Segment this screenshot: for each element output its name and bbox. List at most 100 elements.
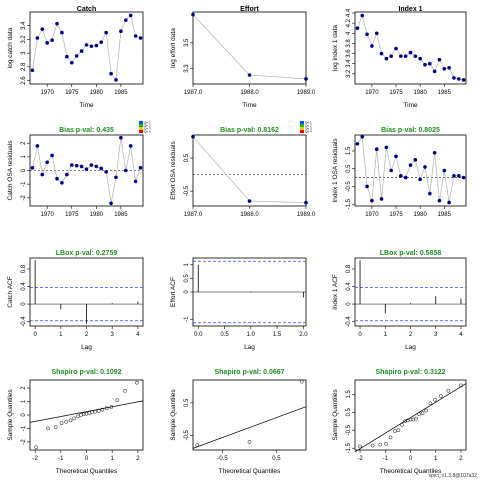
data-point [394,46,398,51]
legend-label: Qtr 3 [144,127,151,131]
y-tick-label: -1 [184,316,190,322]
y-tick-label: 4.2 [346,18,352,27]
x-tick-label: -0.5 [217,456,228,462]
y-tick-label: 0 [21,168,27,172]
y-tick-label: 0 [184,290,190,294]
y-tick-label: -1.5 [346,442,352,453]
x-tick-label: 0.0 [194,332,203,338]
data-point [379,51,384,56]
qq-point [46,426,50,431]
data-point [94,164,99,169]
y-tick-label: 4.4 [346,8,352,17]
data-point [133,179,138,184]
data-point [403,54,408,58]
x-axis-label: Lag [244,344,255,351]
data-point [84,167,89,171]
data-point [55,176,59,181]
qq-point [84,411,89,416]
y-tick-label: 0.8 [21,264,27,273]
data-point [30,68,35,73]
panel-6: Bias p-val: 0.8025 -1.5 -0.5 0.5 1.5 1970 1975… [332,127,467,218]
data-point [418,177,422,182]
panel-4: Bias p-val: 0.435 -2 -1 0 1 2 1970 1975 1980 1985… [7,127,144,218]
panel-1: Catch 2.6 2.8 3 3.2 3.4 1970 1975 1980 1985 Time lo… [7,6,144,109]
y-tick-label: -0.5 [346,424,352,435]
data-point [114,175,118,180]
data-point [408,50,413,55]
chart-title: Bias p-val: 0.435 [59,127,114,134]
data-point [128,13,133,18]
x-tick-label: 0.5 [220,332,229,338]
x-tick-label: 3 [434,332,438,338]
data-point [50,153,54,158]
qq-point [393,429,397,434]
data-point [370,198,374,203]
legend-label: Qtr 2 [305,124,312,128]
chart-title: Bias p-val: 0.8025 [381,127,440,134]
y-tick-label: 1.5 [346,390,352,399]
x-tick-label: 0 [409,456,413,462]
y-tick-label: 0 [346,302,352,306]
x-axis-label: Theoretical Quantiles [56,468,118,475]
plot-frame [354,11,467,85]
data-point [456,174,461,178]
data-point [437,57,442,62]
y-tick-label: 0.5 [184,153,190,162]
data-point [74,163,79,168]
x-axis-label: Theoretical Quantiles [380,468,442,475]
x-tick-label: 4 [459,332,463,338]
data-point [374,147,379,151]
x-tick-label: 1985 [438,212,452,218]
y-axis-label: Effort OSA residuals [170,141,177,200]
series-line [357,14,464,81]
x-tick-label: -1 [58,456,64,462]
y-axis-label: Catch OSA residuals [7,140,14,201]
panel-2: Effort 3.3 3.5 1987.0 1988.0 1989.0 Time log ef… [170,6,316,109]
x-tick-label: -2 [32,456,38,462]
legend-label: Qtr 4 [144,130,151,134]
x-tick-label: 1.0 [247,332,256,338]
data-point [432,69,437,74]
data-point [413,158,418,162]
data-point [104,30,108,35]
qq-point [34,445,39,450]
x-tick-label: 1987.0 [184,90,203,96]
legend-label: Qtr 1 [305,121,312,125]
y-tick-label: 3.6 [346,49,352,58]
x-tick-label: 1975 [65,90,79,96]
data-point [456,77,461,81]
data-point [442,168,447,173]
x-tick-label: 1 [59,332,63,338]
y-tick-label: -0.5 [184,430,190,441]
chart-title: Index 1 [398,6,422,13]
y-tick-label: -0.5 [346,181,352,192]
y-axis-label: log catch data [7,27,14,68]
y-tick-label: -0.4 [21,316,27,327]
data-point [119,29,123,33]
qq-point [446,388,451,393]
x-tick-label: 1980 [413,90,427,96]
qq-point [64,419,69,424]
y-tick-label: 0.5 [346,407,352,416]
data-point [447,200,451,205]
panel-12: Shapiro p-val: 0.3122 -1.5 -0.5 0.5 1.5 -2 -1 0… [332,369,467,475]
data-point [114,78,118,82]
data-point [35,36,40,40]
qq-point [428,401,433,406]
data-point [384,56,389,61]
x-tick-label: 1989.0 [297,212,316,218]
x-tick-label: 1980 [90,90,104,96]
x-tick-label: 1985 [114,212,128,218]
y-tick-label: 2 [21,141,27,145]
x-axis-label: Lag [405,344,416,351]
data-point [79,49,84,53]
chart-title: LBox p-val: 0.5858 [380,250,442,257]
x-tick-label: 2 [409,332,413,338]
data-point [138,165,143,170]
y-tick-label: 3.2 [21,35,27,44]
panel-10: Shapiro p-val: 0.1092 -2 -1 0 1 2 -2 -1 0 1 2 Theor… [7,369,144,475]
y-tick-label: 0.4 [21,282,27,291]
data-point [50,38,54,42]
x-tick-label: 0.5 [272,456,281,462]
data-point [365,184,369,189]
